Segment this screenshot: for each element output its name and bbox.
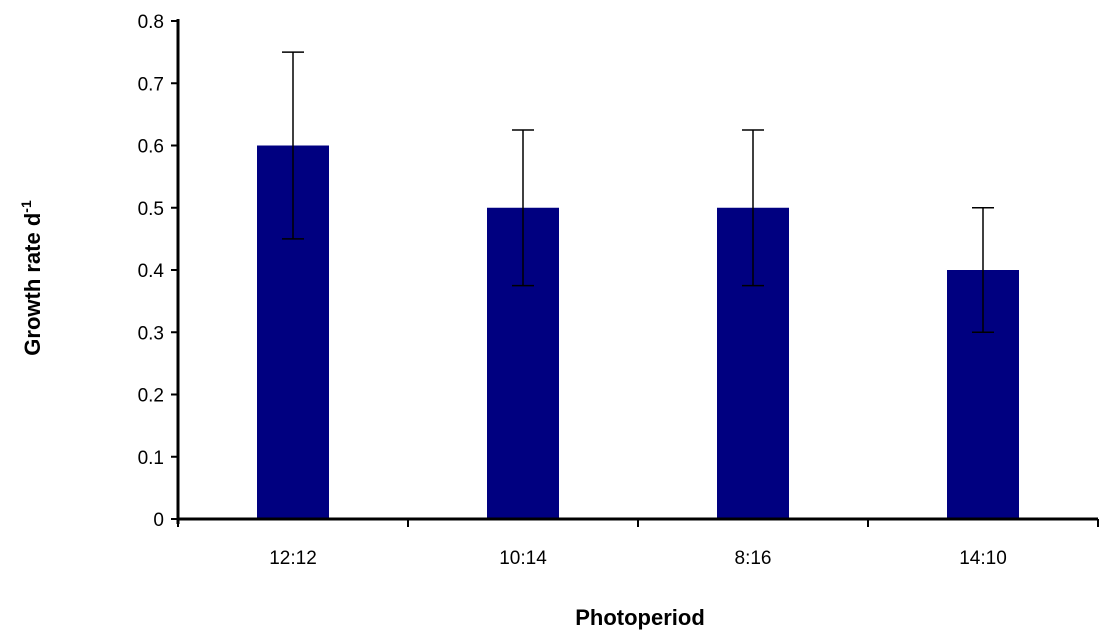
labels-layer: Photoperiod Growth rate d-1 0 0.1 0.2 0.3 0.…: [18, 12, 1007, 630]
y-tick-label-8: 0.8: [138, 12, 164, 33]
y-tick-label-5: 0.5: [138, 199, 164, 220]
error-bars-layer: [282, 51, 994, 333]
y-tick-label-0: 0: [153, 510, 164, 531]
x-tick-label-0: 12:12: [269, 548, 317, 569]
x-tick-label-2: 8:16: [735, 548, 772, 569]
y-tick-label-7: 0.7: [138, 74, 164, 95]
bars-layer: [257, 145, 1019, 519]
y-axis-title: Growth rate d-1: [18, 200, 45, 356]
y-tick-label-4: 0.4: [138, 261, 165, 282]
axes-layer: [171, 19, 1099, 527]
y-tick-label-1: 0.1: [138, 448, 164, 469]
y-axis-title-main: Growth rate d: [20, 213, 45, 356]
x-tick-label-1: 10:14: [499, 548, 547, 569]
y-tick-label-3: 0.3: [138, 323, 164, 344]
y-tick-label-2: 0.2: [138, 386, 164, 407]
x-tick-label-3: 14:10: [959, 548, 1007, 569]
y-axis-title-group: Growth rate d-1: [18, 200, 45, 356]
y-tick-label-6: 0.6: [138, 137, 164, 158]
y-axis-title-superscript: -1: [18, 200, 34, 213]
x-axis-title: Photoperiod: [575, 605, 705, 630]
